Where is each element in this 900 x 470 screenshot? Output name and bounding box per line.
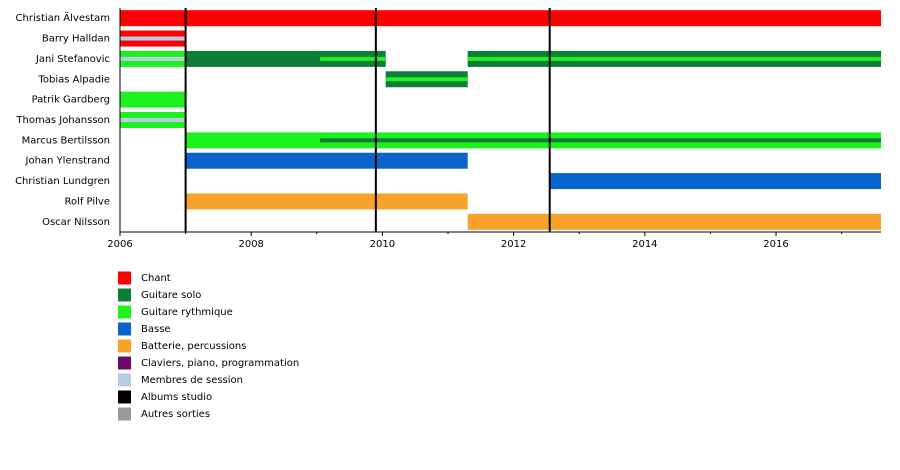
member-bar (120, 10, 881, 27)
x-tick-label: 2016 (763, 239, 788, 250)
legend-label: Batterie, percussions (141, 341, 246, 352)
x-tick-label: 2008 (238, 239, 263, 250)
member-stripe (320, 56, 386, 61)
row-label: Thomas Johansson (15, 115, 110, 126)
legend-swatch (118, 271, 131, 285)
row-label: Barry Halldan (42, 34, 110, 45)
row-label: Marcus Bertilsson (22, 135, 110, 146)
x-tick-label: 2014 (632, 239, 657, 250)
row-label: Johan Ylenstrand (25, 156, 110, 167)
member-bar (120, 91, 186, 108)
member-bar (185, 50, 386, 67)
legend-label: Guitare rythmique (141, 307, 233, 318)
legend-swatch (118, 322, 131, 336)
member-stripe (120, 56, 186, 61)
member-stripe (120, 36, 186, 41)
legend-swatch (118, 288, 131, 302)
legend-label: Albums studio (141, 392, 212, 403)
legend-swatch (118, 407, 131, 421)
legend-label: Autres sorties (141, 409, 210, 420)
row-label: Tobias Alpadie (37, 74, 110, 85)
legend-label: Membres de session (141, 375, 243, 386)
row-label: Patrik Gardberg (32, 95, 110, 106)
x-tick-label: 2006 (107, 239, 132, 250)
member-stripe (120, 118, 186, 122)
stripes (120, 36, 881, 143)
row-label: Rolf Pilve (64, 196, 110, 207)
row-label: Christian Lundgren (15, 176, 110, 187)
legend-label: Guitare solo (141, 290, 201, 301)
x-tick-label: 2010 (370, 239, 395, 250)
row-label: Jani Stefanovic (35, 54, 110, 65)
legend-swatch (118, 373, 131, 387)
legend-swatch (118, 390, 131, 404)
legend-swatch (118, 305, 131, 319)
legend-swatch (118, 339, 131, 353)
legend-label: Claviers, piano, programmation (141, 358, 299, 369)
legend-swatch (118, 356, 131, 370)
row-label: Christian Älvestam (16, 11, 110, 24)
legend-label: Basse (141, 324, 171, 335)
member-stripe (467, 56, 881, 61)
legend-label: Chant (141, 273, 171, 284)
member-stripe (320, 138, 881, 143)
member-bar (185, 193, 468, 210)
row-label: Oscar Nilsson (42, 217, 110, 228)
member-bar (185, 152, 468, 169)
member-bar (549, 173, 881, 190)
bars (120, 10, 881, 230)
album-lines (184, 8, 551, 232)
member-stripe (385, 77, 468, 82)
x-tick-label: 2012 (501, 239, 526, 250)
member-bar (467, 213, 881, 230)
